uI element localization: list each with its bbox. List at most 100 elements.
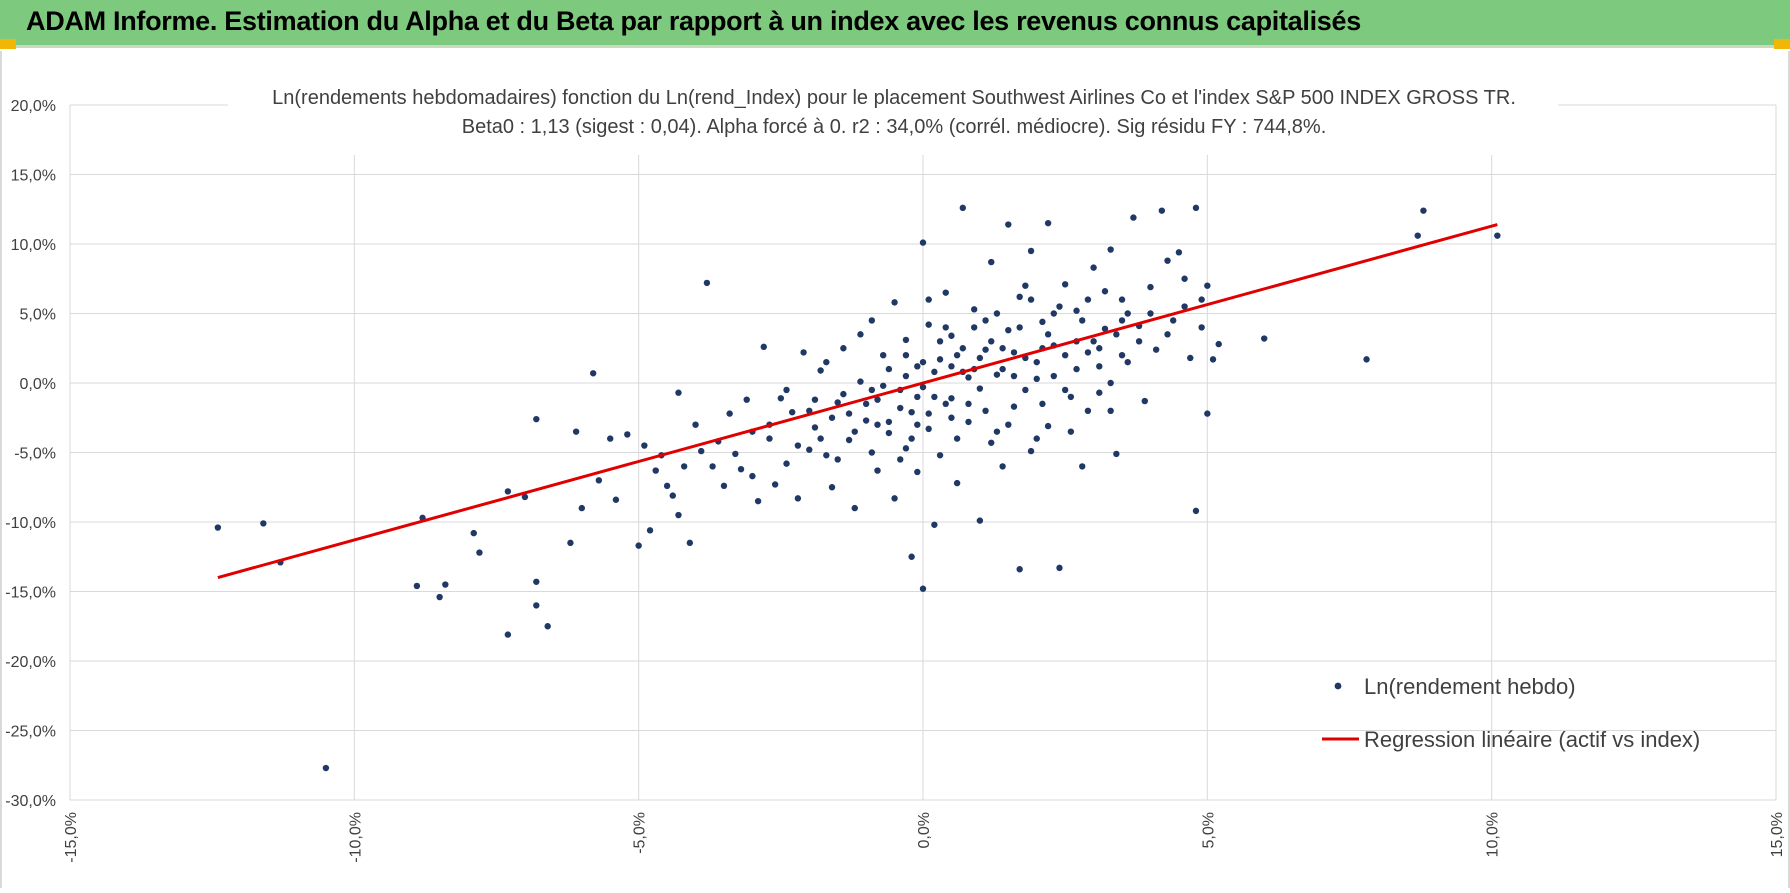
data-point xyxy=(914,393,921,401)
data-point xyxy=(868,317,876,324)
data-point xyxy=(897,456,904,463)
data-point xyxy=(544,623,551,630)
data-point xyxy=(868,449,876,456)
data-point xyxy=(749,472,756,480)
data-point xyxy=(965,400,972,408)
x-tick-label: -15,0% xyxy=(63,812,80,863)
data-point xyxy=(1152,346,1160,353)
data-point xyxy=(862,400,870,408)
data-point xyxy=(897,404,904,412)
data-point xyxy=(982,317,989,324)
data-point xyxy=(1147,310,1154,317)
data-point xyxy=(1039,400,1046,408)
data-point xyxy=(1158,207,1166,214)
data-point xyxy=(698,447,705,455)
data-point xyxy=(1056,303,1063,310)
data-point xyxy=(1198,296,1205,303)
data-point xyxy=(1107,407,1114,414)
data-point xyxy=(1016,566,1023,573)
data-point xyxy=(806,407,813,414)
data-point xyxy=(931,521,938,528)
x-tick-label: 5,0% xyxy=(1200,812,1217,848)
data-point xyxy=(902,352,910,359)
data-point xyxy=(1420,207,1427,214)
data-point xyxy=(1113,450,1120,458)
data-point xyxy=(1147,283,1154,291)
data-point xyxy=(1198,324,1205,331)
data-point xyxy=(589,370,597,377)
data-point xyxy=(834,399,841,406)
data-point xyxy=(993,428,1001,435)
chart-title: Ln(rendements hebdomadaires) fonction du… xyxy=(272,87,1516,109)
data-point xyxy=(817,435,824,442)
data-point xyxy=(851,504,858,512)
data-point xyxy=(1033,375,1040,383)
data-point xyxy=(914,468,921,476)
chart-legend: Ln(rendement hebdo) Regression linéaire … xyxy=(1322,674,1700,752)
data-point xyxy=(533,578,540,585)
data-point xyxy=(936,452,944,459)
data-point xyxy=(1027,447,1035,455)
data-point xyxy=(879,382,887,389)
data-point xyxy=(1204,282,1211,289)
data-point xyxy=(1170,317,1177,324)
data-point xyxy=(1067,428,1075,435)
data-point xyxy=(743,396,750,403)
data-point xyxy=(1005,221,1012,228)
data-point xyxy=(828,414,836,421)
data-point xyxy=(942,324,949,331)
data-point xyxy=(675,511,682,519)
data-point xyxy=(948,395,955,402)
y-tick-label: -10,0% xyxy=(5,515,56,532)
data-point xyxy=(1079,463,1086,470)
data-point xyxy=(669,492,676,499)
data-point xyxy=(1363,356,1370,363)
data-point xyxy=(1141,397,1148,405)
data-point xyxy=(1130,214,1137,221)
data-point xyxy=(993,371,1001,378)
y-tick-label: -25,0% xyxy=(5,724,56,741)
data-point xyxy=(1073,365,1080,373)
data-point xyxy=(885,365,893,373)
data-point xyxy=(1181,303,1188,310)
data-point xyxy=(1494,232,1501,239)
data-point xyxy=(771,481,779,488)
data-point xyxy=(726,410,733,417)
data-point xyxy=(936,356,944,363)
data-point xyxy=(953,479,961,487)
data-point xyxy=(1118,317,1126,324)
data-point xyxy=(857,331,864,338)
data-point xyxy=(777,395,785,402)
data-point xyxy=(919,383,927,391)
data-point xyxy=(1187,354,1194,362)
data-point xyxy=(1124,310,1131,317)
data-point xyxy=(988,338,995,345)
data-point xyxy=(1084,296,1092,303)
y-tick-label: 10,0% xyxy=(11,237,56,254)
data-point xyxy=(885,418,893,426)
data-point xyxy=(948,332,955,339)
header-banner: ADAM Informe. Estimation du Alpha et du … xyxy=(0,0,1790,48)
scatter-chart: 20,0%15,0%10,0%5,0%0,0%-5,0%-10,0%-15,0%… xyxy=(5,81,1786,863)
chart-area: 20,0% 15,0% 10,0% 5,0% 0,0% -5,0% -10,0% -15,0%… xyxy=(0,51,1790,888)
data-point xyxy=(1022,282,1029,289)
data-point xyxy=(1090,338,1097,345)
data-point xyxy=(1005,326,1012,334)
data-point xyxy=(1096,345,1103,352)
data-point xyxy=(260,520,267,527)
data-point xyxy=(686,539,694,547)
data-point xyxy=(834,456,841,463)
data-point xyxy=(1073,307,1080,314)
regression-line-group xyxy=(217,223,1498,580)
data-point xyxy=(1204,410,1211,417)
data-point xyxy=(1107,379,1114,387)
data-point xyxy=(999,345,1006,352)
data-point xyxy=(919,239,927,246)
data-point xyxy=(823,452,830,459)
data-point xyxy=(1039,318,1046,326)
data-point xyxy=(976,354,984,362)
data-point xyxy=(965,418,972,426)
page-title: ADAM Informe. Estimation du Alpha et du … xyxy=(26,6,1361,36)
data-point xyxy=(925,425,932,433)
data-point xyxy=(828,484,836,491)
